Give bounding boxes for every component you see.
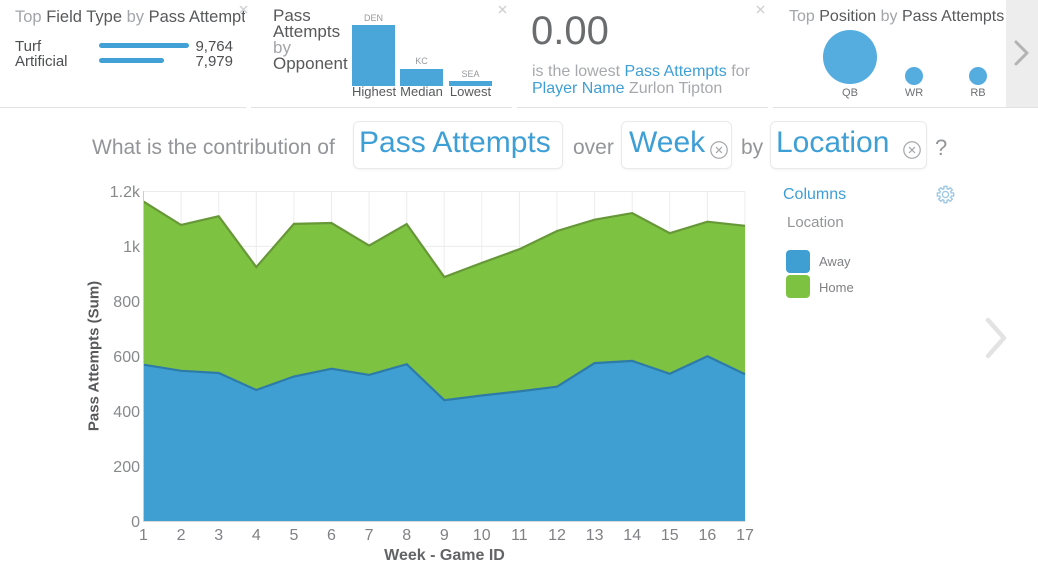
svg-text:5: 5 [289, 527, 298, 544]
svg-text:800: 800 [113, 294, 140, 311]
svg-text:8: 8 [402, 527, 411, 544]
svg-text:1.2k: 1.2k [110, 184, 141, 201]
svg-text:7: 7 [365, 527, 374, 544]
svg-text:Pass Attempts (Sum): Pass Attempts (Sum) [86, 281, 103, 431]
svg-text:14: 14 [623, 527, 641, 544]
svg-text:600: 600 [113, 349, 140, 366]
svg-text:4: 4 [252, 527, 261, 544]
svg-text:1: 1 [139, 527, 148, 544]
svg-text:2: 2 [177, 527, 186, 544]
svg-text:6: 6 [327, 527, 336, 544]
svg-text:0: 0 [131, 514, 140, 531]
svg-text:15: 15 [661, 527, 679, 544]
svg-text:9: 9 [440, 527, 449, 544]
svg-text:10: 10 [473, 527, 491, 544]
svg-text:Week - Game ID: Week - Game ID [384, 547, 505, 564]
svg-text:3: 3 [214, 527, 223, 544]
svg-text:16: 16 [699, 527, 717, 544]
svg-text:1k: 1k [123, 239, 141, 256]
svg-text:400: 400 [113, 404, 140, 421]
svg-text:12: 12 [548, 527, 566, 544]
svg-text:11: 11 [511, 527, 528, 544]
svg-text:13: 13 [586, 527, 604, 544]
svg-text:200: 200 [113, 459, 140, 476]
svg-text:17: 17 [736, 527, 754, 544]
